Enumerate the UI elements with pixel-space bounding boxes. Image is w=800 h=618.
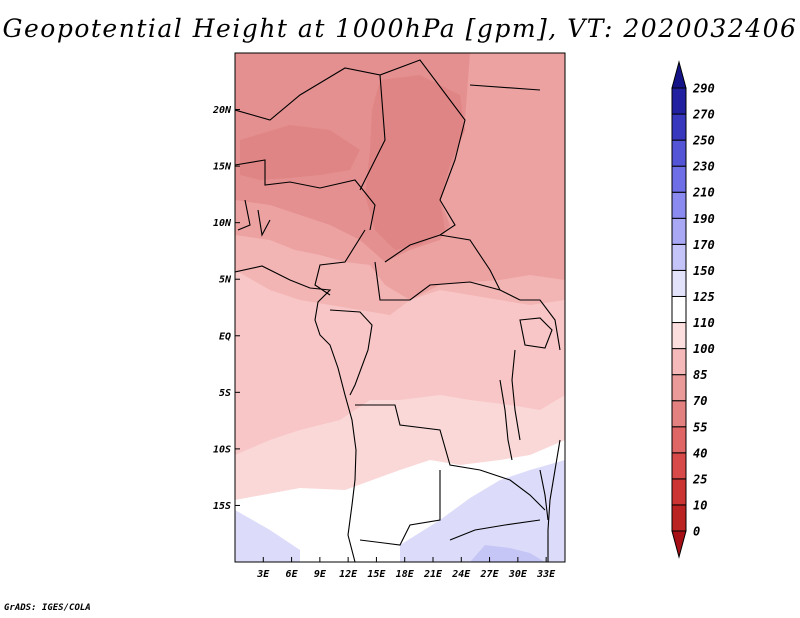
lon-tick-label: 33E (536, 569, 556, 580)
colorbar-label: 150 (693, 264, 715, 278)
border-south-sudan (439, 234, 501, 291)
map-frame (234, 52, 566, 563)
colorbar-box (671, 452, 687, 480)
region-blue-zone (235, 460, 565, 562)
colorbar-label: 290 (692, 82, 715, 96)
colorbar-upper-arrow (671, 60, 687, 89)
lat-axis: 20N 15N 10N 5N EQ 5S 10S 15S (212, 105, 240, 512)
lake-victoria (519, 317, 553, 349)
border-zambezi (449, 519, 541, 541)
lat-tick-label: EQ (219, 331, 231, 342)
colorbar-label: 85 (693, 368, 707, 382)
colorbar-lower-arrow (671, 530, 687, 559)
map-field (235, 53, 565, 562)
grads-credit: GrADS: IGES/COLA (4, 603, 91, 613)
coastline-west (235, 265, 357, 562)
border-congo (329, 309, 373, 396)
lat-tick-label: 10N (213, 218, 232, 229)
lat-tick-label: 15N (213, 162, 232, 173)
colorbar-label: 70 (693, 394, 707, 408)
colorbar-box (671, 217, 687, 245)
lat-tick-label: 5S (219, 388, 231, 399)
border-uganda (520, 299, 561, 351)
colorbar-box (671, 295, 687, 324)
coastline-east (547, 439, 561, 562)
lake-tanganyika (499, 379, 513, 461)
colorbar-label: 170 (693, 238, 715, 252)
colorbar-label: 270 (692, 108, 715, 122)
colorbar-label: 230 (692, 160, 715, 174)
lon-axis: 3E 6E 9E 12E 15E 18E 21E 24E 27E 30E 33E (256, 557, 556, 580)
lat-tick-label: 10S (213, 444, 231, 455)
chart-title: Geopotential Height at 1000hPa [gpm], VT… (2, 14, 798, 43)
colorbar-box (671, 322, 687, 350)
colorbar-box (671, 243, 687, 271)
border-nigeria-cameroon (314, 229, 366, 296)
lat-tick-label: 5N (219, 275, 232, 286)
lon-tick-label: 15E (367, 569, 386, 580)
lon-tick-label: 21E (423, 569, 443, 580)
colorbar-label: 210 (692, 186, 715, 200)
lon-tick-label: 24E (451, 569, 471, 580)
lon-tick-label: 27E (480, 569, 500, 580)
colorbar-box (671, 400, 687, 428)
border-chad-sudan (379, 59, 466, 263)
colorbar-label: 190 (693, 212, 715, 226)
border-sudan-north (469, 84, 541, 91)
colorbar-box (671, 426, 687, 454)
lat-tick-label: 20N (212, 105, 232, 116)
lon-tick-label: 12E (339, 569, 358, 580)
colorbar-label: 25 (692, 472, 707, 486)
colorbar-label: 100 (693, 342, 715, 356)
border-angola-zambia (359, 470, 441, 546)
colorbar-box (671, 139, 687, 167)
colorbar-box (671, 374, 687, 402)
colorbar-label: 250 (692, 134, 715, 148)
colorbar-box (671, 165, 687, 193)
lake-malawi (539, 469, 549, 521)
border-west-small (237, 199, 271, 237)
colorbar-box (671, 504, 687, 532)
colorbar-label: 55 (693, 420, 707, 434)
lat-tick-label: 15S (213, 501, 231, 512)
lon-tick-label: 9E (314, 569, 327, 580)
colorbar-box (671, 87, 687, 115)
border-drc-angola (355, 404, 481, 471)
colorbar-label: 110 (693, 316, 715, 330)
colorbar-label: 10 (693, 498, 707, 512)
colorbar-box (671, 348, 687, 376)
lon-tick-label: 18E (396, 569, 415, 580)
border-niger (235, 67, 386, 191)
lon-tick-label: 3E (256, 569, 270, 580)
colorbar-box (671, 113, 687, 141)
border-zambia-malawi (479, 469, 546, 511)
country-borders (235, 59, 561, 562)
colorbar-label: 40 (693, 446, 707, 460)
colorbar-box (671, 269, 687, 297)
lon-tick-label: 6E (286, 569, 299, 580)
colorbar-label: 125 (693, 290, 715, 304)
border-sahel (235, 159, 376, 231)
region-sahel-deep (240, 75, 465, 250)
region-blue-deep (470, 545, 545, 562)
colorbar-box (671, 191, 687, 219)
colorbar: 0 10 25 40 55 70 85 100 110 125 150 170 190 210 230 250… (671, 60, 715, 559)
colorbar-label: 0 (693, 525, 700, 539)
lon-tick-label: 30E (508, 569, 528, 580)
colorbar-box (671, 478, 687, 506)
border-lakes (511, 349, 521, 441)
